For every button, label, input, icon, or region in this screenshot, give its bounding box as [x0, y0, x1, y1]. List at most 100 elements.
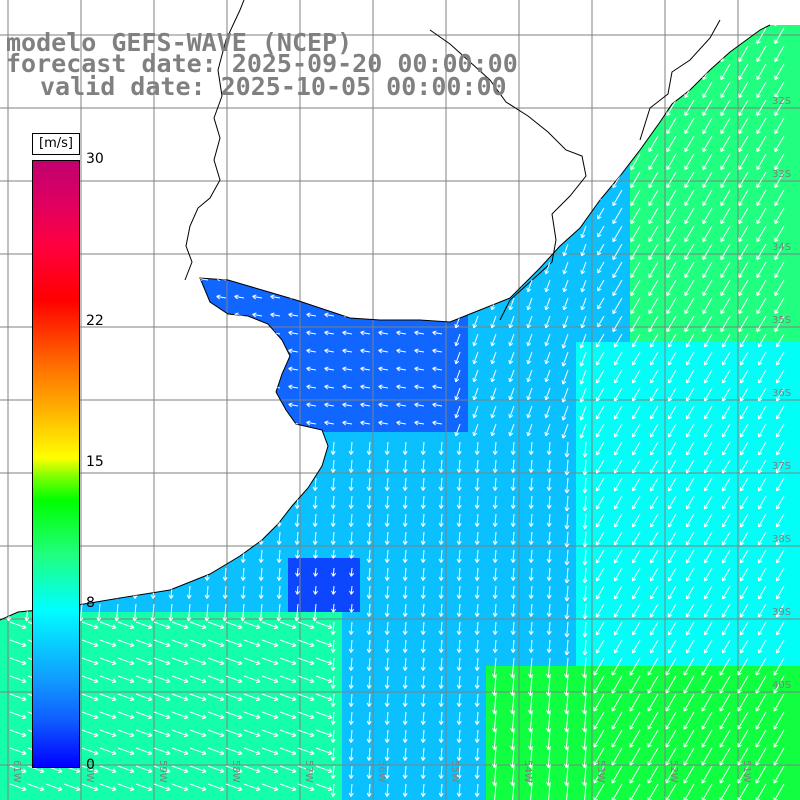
speed-cell: [702, 216, 720, 234]
speed-cell: [666, 432, 684, 450]
speed-cell: [504, 360, 522, 378]
speed-cell: [594, 324, 612, 342]
speed-cell: [270, 774, 288, 792]
speed-cell: [450, 774, 468, 792]
speed-cell: [216, 720, 234, 738]
speed-cell: [522, 558, 540, 576]
speed-cell: [378, 630, 396, 648]
speed-cell: [684, 108, 702, 126]
speed-cell: [756, 324, 774, 342]
speed-cell: [702, 378, 720, 396]
speed-cell: [720, 612, 738, 630]
wind-arrow: [648, 153, 659, 171]
speed-cell: [378, 360, 396, 378]
speed-cell: [270, 648, 288, 666]
wind-arrow: [774, 81, 785, 99]
speed-cell: [702, 324, 720, 342]
speed-cell: [738, 270, 756, 288]
speed-cell: [792, 414, 800, 432]
speed-cell: [648, 738, 666, 756]
speed-cell: [558, 630, 576, 648]
speed-cell: [324, 684, 342, 702]
speed-cell: [522, 630, 540, 648]
legend-tick: 8: [86, 595, 95, 612]
speed-cell: [774, 720, 792, 738]
speed-cell: [684, 432, 702, 450]
speed-cell: [666, 252, 684, 270]
speed-cell: [306, 486, 324, 504]
speed-cell: [576, 486, 594, 504]
speed-cell: [288, 738, 306, 756]
speed-cell: [720, 180, 738, 198]
speed-cell: [378, 702, 396, 720]
speed-cell: [630, 594, 648, 612]
speed-cell: [540, 396, 558, 414]
speed-cell: [738, 594, 756, 612]
speed-cell: [558, 270, 576, 288]
coastline: [0, 24, 771, 621]
speed-cell: [792, 234, 800, 252]
speed-cell: [576, 342, 594, 360]
speed-cell: [504, 648, 522, 666]
speed-cell: [234, 288, 252, 306]
speed-cell: [648, 702, 666, 720]
speed-cell: [468, 540, 486, 558]
speed-cell: [756, 108, 774, 126]
speed-cell: [702, 432, 720, 450]
speed-cell: [774, 774, 792, 792]
speed-cell: [594, 594, 612, 612]
speed-cell: [450, 558, 468, 576]
speed-cell: [666, 288, 684, 306]
speed-cell: [576, 414, 594, 432]
speed-cell: [162, 630, 180, 648]
speed-cell: [720, 90, 738, 108]
speed-cell: [450, 738, 468, 756]
speed-cell: [666, 630, 684, 648]
speed-cell: [666, 324, 684, 342]
legend-tick: 30: [86, 151, 104, 167]
speed-cell: [774, 216, 792, 234]
speed-cell: [288, 324, 306, 342]
speed-cell: [738, 540, 756, 558]
speed-cell: [54, 792, 72, 800]
speed-cell: [450, 324, 468, 342]
speed-cell: [774, 54, 792, 72]
speed-cell: [684, 558, 702, 576]
speed-cell: [684, 162, 702, 180]
wind-arrow: [544, 261, 551, 275]
speed-cell: [306, 576, 324, 594]
speed-cell: [414, 720, 432, 738]
speed-cell: [702, 594, 720, 612]
speed-cell: [792, 324, 800, 342]
speed-cell: [702, 666, 720, 684]
speed-cell: [306, 702, 324, 720]
wind-arrow: [630, 153, 641, 171]
wind-arrow: [774, 117, 785, 135]
speed-cell: [0, 792, 18, 800]
speed-cell: [630, 612, 648, 630]
speed-cell: [270, 594, 288, 612]
speed-cell: [216, 738, 234, 756]
speed-cell: [720, 288, 738, 306]
speed-cell: [738, 162, 756, 180]
speed-cell: [414, 774, 432, 792]
speed-cell: [720, 594, 738, 612]
speed-cell: [558, 432, 576, 450]
wind-arrow: [720, 63, 731, 81]
speed-cell: [738, 126, 756, 144]
speed-cell: [720, 306, 738, 324]
speed-cell: [612, 234, 630, 252]
speed-cell: [378, 738, 396, 756]
wind-arrow: [720, 117, 731, 135]
speed-cell: [504, 504, 522, 522]
speed-cell: [468, 738, 486, 756]
speed-cell: [594, 216, 612, 234]
speed-cell: [738, 630, 756, 648]
speed-cell: [702, 576, 720, 594]
speed-cell: [0, 684, 18, 702]
speed-cell: [504, 486, 522, 504]
speed-cell: [558, 522, 576, 540]
speed-cell: [576, 360, 594, 378]
speed-cell: [414, 522, 432, 540]
speed-cell: [774, 90, 792, 108]
